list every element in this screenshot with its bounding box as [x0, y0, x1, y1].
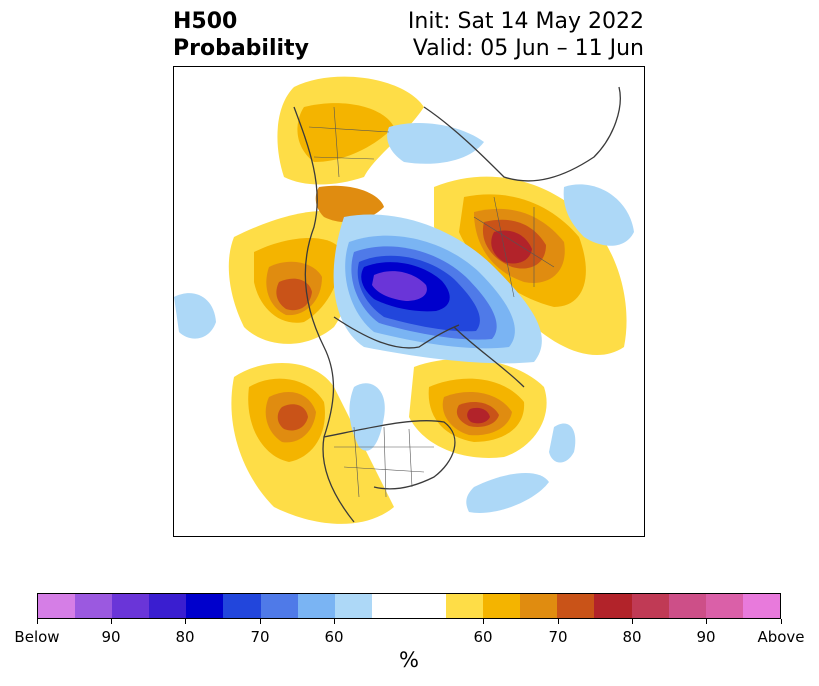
colorbar-segment	[334, 594, 372, 618]
colorbar-tick-label: 80	[622, 628, 642, 646]
colorbar-tick-mark	[334, 619, 335, 624]
title-line-2: Probability	[173, 36, 309, 61]
colorbar-segment	[75, 594, 113, 618]
colorbar-tick-mark	[632, 619, 633, 624]
colorbar-segment	[371, 594, 447, 618]
colorbar-tick-mark	[781, 619, 782, 624]
colorbar-segment	[223, 594, 261, 618]
colorbar-tick-mark	[111, 619, 112, 624]
colorbar-segment	[149, 594, 187, 618]
init-date: Init: Sat 14 May 2022	[407, 9, 644, 34]
colorbar-segment	[594, 594, 632, 618]
colorbar-segment	[297, 594, 335, 618]
colorbar-tick-mark	[260, 619, 261, 624]
colorbar-segment	[446, 594, 484, 618]
colorbar-segment	[742, 594, 780, 618]
colorbar-segment	[112, 594, 150, 618]
colorbar-segment	[38, 594, 76, 618]
probability-map	[173, 66, 645, 537]
colorbar-tick-mark	[483, 619, 484, 624]
above-normal-80-region	[467, 230, 532, 424]
colorbar-segment	[186, 594, 224, 618]
colorbar-segment	[557, 594, 595, 618]
colorbar-tick-label: Below	[14, 628, 60, 646]
colorbar-segment	[483, 594, 521, 618]
colorbar-tick-label: 90	[101, 628, 121, 646]
colorbar-segment	[668, 594, 706, 618]
coastlines	[293, 86, 621, 523]
colorbar-tick-label: 70	[548, 628, 568, 646]
colorbar-tick-label: 80	[175, 628, 195, 646]
colorbar-segment	[705, 594, 743, 618]
borders	[308, 106, 555, 498]
colorbar-tick-mark	[185, 619, 186, 624]
colorbar-segment	[631, 594, 669, 618]
colorbar-tick-label: 60	[473, 628, 493, 646]
chart-title: H500 Probability	[173, 8, 309, 62]
forecast-dates: Init: Sat 14 May 2022 Valid: 05 Jun – 11…	[408, 8, 644, 62]
colorbar-segment	[260, 594, 298, 618]
valid-range: Valid: 05 Jun – 11 Jun	[412, 36, 644, 61]
colorbar-tick-label: 60	[324, 628, 344, 646]
colorbar-tick-label: 70	[250, 628, 270, 646]
colorbar	[37, 593, 781, 619]
below-normal-85-region	[372, 271, 427, 301]
colorbar-tick-label: Above	[757, 628, 805, 646]
colorbar-tick-mark	[37, 619, 38, 624]
colorbar-tick-mark	[706, 619, 707, 624]
map-canvas	[174, 76, 634, 524]
colorbar-tick-mark	[558, 619, 559, 624]
colorbar-segment	[520, 594, 558, 618]
title-line-1: H500	[173, 9, 238, 34]
colorbar-unit-label: %	[399, 648, 419, 672]
colorbar-tick-label: 90	[696, 628, 716, 646]
